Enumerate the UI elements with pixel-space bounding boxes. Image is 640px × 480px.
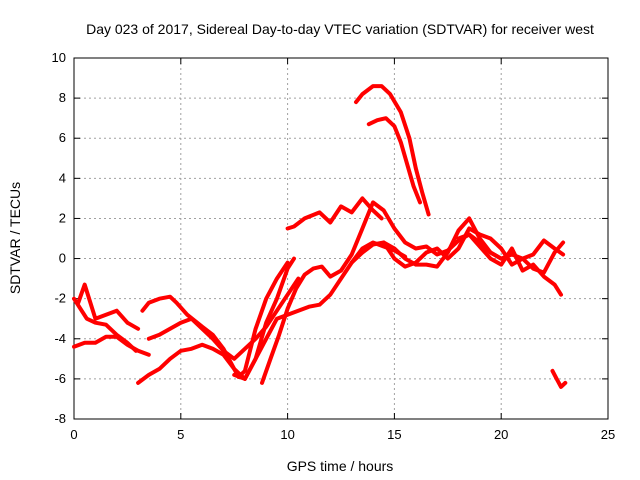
grid-layer	[74, 58, 608, 419]
series-track-13	[354, 84, 431, 217]
x-tick-label: 25	[601, 427, 615, 442]
y-tick-label: 8	[59, 90, 66, 105]
plot-frame	[73, 57, 609, 420]
series-track-6	[146, 276, 301, 361]
y-tick-label: 4	[59, 170, 66, 185]
series-track-14	[366, 116, 422, 205]
series-track-2	[72, 334, 151, 357]
x-tick-label: 5	[177, 427, 184, 442]
y-tick-label: -2	[54, 291, 66, 306]
chart-title: Day 023 of 2017, Sidereal Day-to-day VTE…	[86, 21, 594, 37]
y-tick-label: 2	[59, 210, 66, 225]
x-tick-label: 15	[387, 427, 401, 442]
series-track-7	[232, 240, 408, 381]
series-track-12	[456, 232, 563, 297]
y-axis-title: SDTVAR / TECUs	[7, 182, 23, 294]
series-track-3	[76, 282, 141, 331]
x-tick-label: 0	[70, 427, 77, 442]
y-tick-label: -8	[54, 411, 66, 426]
y-tick-label: -6	[54, 371, 66, 386]
series-track-5	[136, 256, 296, 385]
x-axis-title: GPS time / hours	[287, 458, 394, 474]
y-tick-label: 10	[52, 50, 66, 65]
series-track-8	[260, 200, 504, 385]
series-track-15	[550, 368, 568, 389]
x-tick-label: 20	[494, 427, 508, 442]
series-layer	[72, 84, 568, 389]
series-track-9	[285, 196, 384, 231]
y-tick-label: 6	[59, 130, 66, 145]
series-track-11	[381, 226, 566, 269]
x-tick-label: 10	[280, 427, 294, 442]
y-tick-label: -4	[54, 331, 66, 346]
tick-layer: 0 5 10 15 20 25 -8 -6 -4 -2 0 2 4 6 8 10	[52, 50, 616, 442]
y-tick-label: 0	[59, 251, 66, 266]
